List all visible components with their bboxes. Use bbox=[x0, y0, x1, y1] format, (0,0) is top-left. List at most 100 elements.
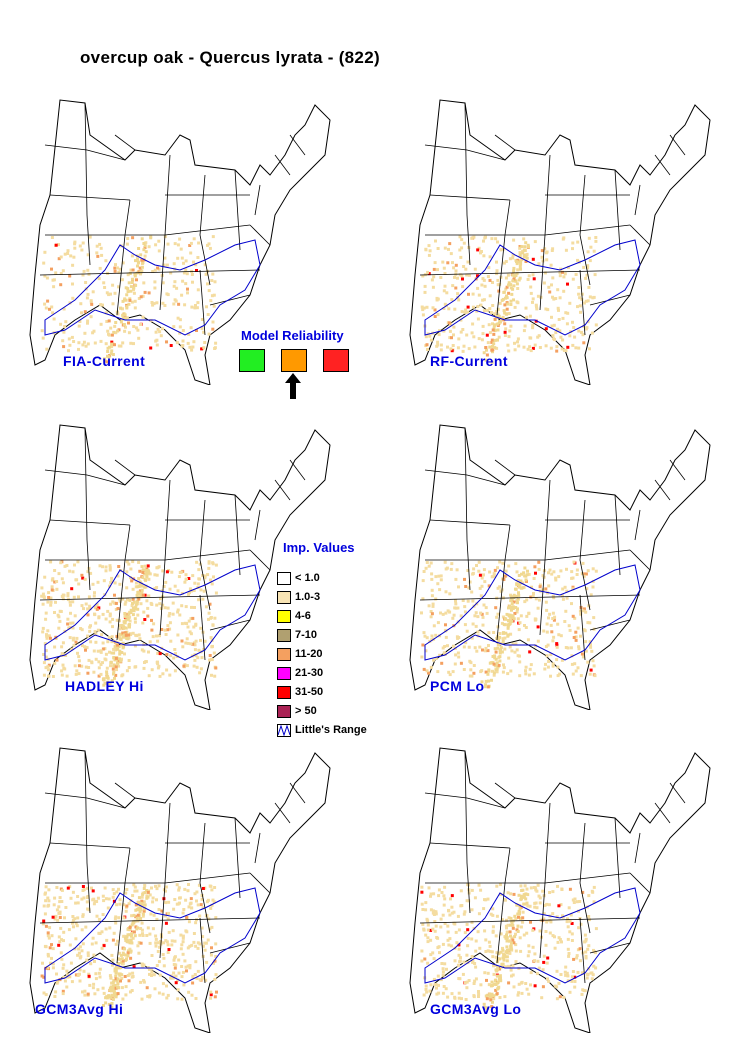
state-border bbox=[614, 817, 621, 899]
page-title: overcup oak - Quercus lyrata - (822) bbox=[80, 48, 380, 67]
state-border bbox=[614, 494, 621, 576]
state-border bbox=[234, 494, 241, 576]
state-border bbox=[424, 469, 468, 476]
state-border bbox=[49, 842, 131, 849]
state-border bbox=[669, 459, 686, 481]
legend-swatch bbox=[277, 705, 291, 718]
state-border bbox=[199, 269, 206, 336]
state-border bbox=[544, 549, 631, 561]
model-reliability-title: Model Reliability bbox=[241, 328, 344, 343]
state-border bbox=[124, 847, 131, 884]
state-border bbox=[84, 427, 91, 591]
importance-cells bbox=[420, 883, 598, 1010]
us-east-map bbox=[409, 747, 711, 1033]
panel-label: GCM3Avg Hi bbox=[35, 1001, 124, 1017]
state-border bbox=[84, 750, 91, 914]
state-border bbox=[209, 942, 251, 954]
state-border bbox=[274, 154, 291, 176]
state-border bbox=[464, 750, 471, 914]
us-outline bbox=[409, 99, 711, 385]
legend-label: 4-6 bbox=[295, 610, 311, 622]
state-border bbox=[429, 842, 511, 849]
map-panel-hadley-hi: HADLEY Hi bbox=[5, 420, 335, 710]
state-border bbox=[629, 549, 651, 571]
state-border bbox=[164, 549, 251, 561]
map-panel-gcm3avg-hi: GCM3Avg Hi bbox=[5, 743, 335, 1033]
state-border bbox=[254, 509, 261, 541]
panel-label: HADLEY Hi bbox=[65, 678, 144, 694]
us-east-map bbox=[409, 424, 711, 710]
us-outline bbox=[29, 99, 331, 385]
state-border bbox=[124, 199, 131, 236]
state-border bbox=[466, 474, 506, 486]
state-border bbox=[494, 459, 516, 476]
state-border bbox=[116, 882, 126, 964]
state-border bbox=[504, 199, 511, 236]
state-border bbox=[466, 797, 506, 809]
state-border bbox=[254, 832, 261, 864]
importance-cells bbox=[40, 235, 218, 364]
state-border bbox=[634, 832, 641, 864]
range-line-icon bbox=[277, 724, 291, 737]
reliability-swatch-medium bbox=[281, 349, 307, 372]
us-outline bbox=[409, 747, 711, 1033]
littles-range-line bbox=[424, 887, 641, 984]
state-border bbox=[86, 474, 126, 486]
state-border bbox=[429, 519, 511, 526]
littles-range-line bbox=[44, 564, 261, 661]
legend-swatch bbox=[277, 572, 291, 585]
legend-swatch bbox=[277, 629, 291, 642]
importance-cells bbox=[420, 235, 598, 364]
state-border bbox=[494, 134, 516, 151]
map-panel-pcm-lo: PCM Lo bbox=[385, 420, 715, 710]
legend-swatch bbox=[277, 686, 291, 699]
state-border bbox=[419, 917, 641, 924]
us-outline bbox=[409, 424, 711, 710]
state-border bbox=[419, 594, 641, 601]
legend-swatch bbox=[277, 667, 291, 680]
state-border bbox=[49, 194, 131, 201]
state-border bbox=[254, 184, 261, 216]
us-east-map bbox=[29, 99, 331, 385]
state-border bbox=[466, 149, 506, 161]
state-border bbox=[654, 479, 671, 501]
panel-label: PCM Lo bbox=[430, 678, 485, 694]
legend-label: 21-30 bbox=[295, 667, 324, 679]
legend-label: 7-10 bbox=[295, 629, 318, 641]
state-border bbox=[579, 594, 586, 661]
us-east-map bbox=[409, 99, 711, 385]
state-border bbox=[464, 427, 471, 591]
state-border bbox=[429, 194, 511, 201]
state-border bbox=[669, 782, 686, 804]
state-border bbox=[496, 882, 506, 964]
state-border bbox=[84, 102, 91, 266]
legend-swatch bbox=[277, 591, 291, 604]
state-border bbox=[164, 224, 251, 236]
state-border bbox=[44, 144, 88, 151]
state-border bbox=[544, 872, 631, 884]
state-border bbox=[494, 782, 516, 799]
legend-label: < 1.0 bbox=[295, 572, 320, 584]
state-border bbox=[39, 594, 261, 601]
state-border bbox=[589, 942, 631, 954]
state-border bbox=[496, 234, 506, 316]
importance-cells bbox=[40, 883, 218, 1009]
map-panel-rf-current: RF-Current bbox=[385, 95, 715, 385]
state-border bbox=[116, 234, 126, 316]
state-border bbox=[124, 524, 131, 561]
state-border bbox=[504, 524, 511, 561]
state-border bbox=[39, 269, 261, 276]
legend-label: Little's Range bbox=[295, 724, 367, 736]
map-panel-fia-current: FIA-Current bbox=[5, 95, 335, 385]
us-outline bbox=[29, 424, 331, 710]
arrow-up-icon bbox=[285, 373, 301, 399]
reliability-swatch-high bbox=[239, 349, 265, 372]
littles-range-line bbox=[424, 239, 641, 336]
state-border bbox=[589, 619, 631, 631]
reliability-swatch-low bbox=[323, 349, 349, 372]
state-border bbox=[39, 917, 261, 924]
state-border bbox=[629, 224, 651, 246]
littles-range-line bbox=[44, 239, 261, 336]
state-border bbox=[289, 782, 306, 804]
state-border bbox=[249, 224, 271, 246]
